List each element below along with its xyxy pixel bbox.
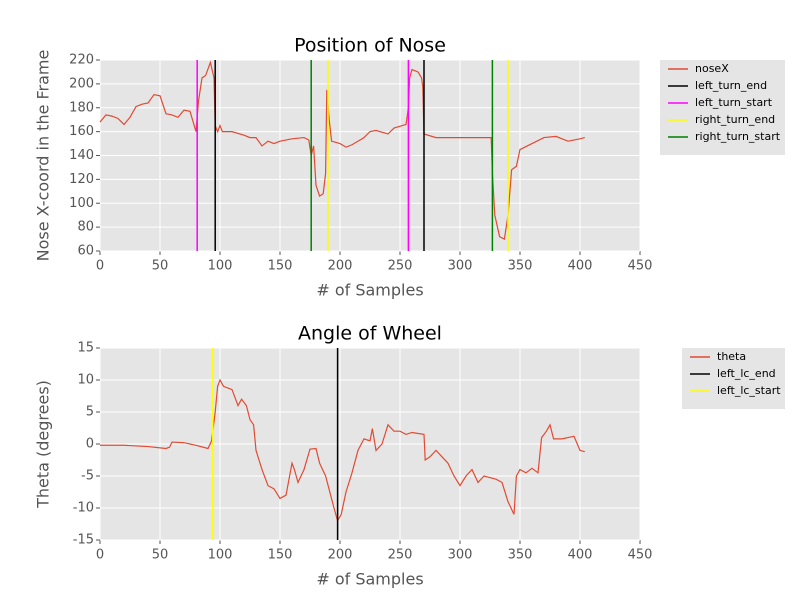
- x-tick-label: 0: [96, 259, 104, 274]
- x-tick-label: 0: [96, 548, 104, 563]
- y-tick-label: 60: [77, 244, 94, 259]
- data-line: [100, 378, 585, 523]
- chart-title: Position of Nose: [294, 35, 446, 57]
- x-tick-label: 250: [388, 548, 413, 563]
- x-tick-label: 100: [208, 259, 233, 274]
- x-tick-label: 200: [328, 548, 353, 563]
- x-axis-label: # of Samples: [316, 570, 423, 589]
- legend-label: left_turn_end: [695, 79, 767, 92]
- x-tick-label: 350: [508, 548, 533, 563]
- y-tick-label: 140: [69, 148, 94, 163]
- x-tick-label: 400: [568, 259, 593, 274]
- legend-label: left_lc_end: [717, 367, 776, 380]
- y-axis-label: Theta (degrees): [34, 380, 53, 509]
- chart-title: Angle of Wheel: [298, 323, 442, 345]
- legend-label: left_turn_start: [695, 96, 773, 109]
- x-tick-label: 100: [208, 548, 233, 563]
- x-tick-label: 50: [152, 548, 169, 563]
- x-tick-label: 350: [508, 259, 533, 274]
- y-tick-label: 100: [69, 196, 94, 211]
- y-tick-label: 0: [86, 437, 94, 452]
- x-tick-label: 450: [628, 548, 653, 563]
- x-axis-label: # of Samples: [316, 281, 423, 300]
- y-tick-label: 120: [69, 172, 94, 187]
- x-tick-label: 200: [328, 259, 353, 274]
- y-tick-label: 80: [77, 220, 94, 235]
- legend-label: noseX: [695, 62, 729, 75]
- y-tick-label: -10: [73, 501, 94, 516]
- x-tick-label: 150: [268, 259, 293, 274]
- legend-label: theta: [717, 350, 746, 363]
- legend: [682, 348, 785, 409]
- x-tick-label: 150: [268, 548, 293, 563]
- x-tick-label: 400: [568, 548, 593, 563]
- legend-label: right_turn_end: [695, 113, 775, 126]
- y-tick-label: 5: [86, 405, 94, 420]
- y-tick-label: -5: [81, 469, 94, 484]
- y-axis-label: Nose X-coord in the Frame: [34, 50, 53, 262]
- y-tick-label: 10: [77, 373, 94, 388]
- y-tick-label: 160: [69, 124, 94, 139]
- legend-label: left_lc_start: [717, 384, 781, 397]
- y-tick-label: -15: [73, 533, 94, 548]
- x-tick-label: 300: [448, 259, 473, 274]
- legend-label: right_turn_start: [695, 130, 781, 143]
- x-tick-label: 250: [388, 259, 413, 274]
- y-tick-label: 15: [77, 341, 94, 356]
- x-tick-label: 450: [628, 259, 653, 274]
- y-tick-label: 180: [69, 100, 94, 115]
- legend: [660, 60, 785, 155]
- x-tick-label: 50: [152, 259, 169, 274]
- x-tick-label: 300: [448, 548, 473, 563]
- y-tick-label: 200: [69, 76, 94, 91]
- y-tick-label: 220: [69, 53, 94, 68]
